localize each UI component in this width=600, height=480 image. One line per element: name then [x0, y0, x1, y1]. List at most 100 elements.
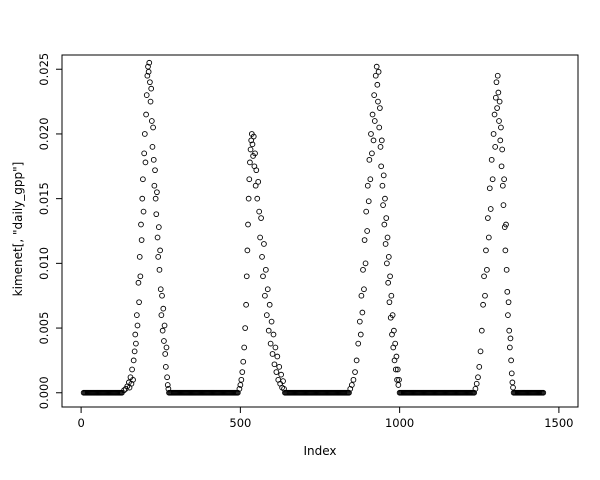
data-point [380, 202, 386, 208]
data-point [150, 156, 157, 163]
data-point [262, 292, 268, 299]
data-point [248, 137, 255, 144]
data-point [368, 131, 374, 137]
data-point [500, 202, 507, 208]
data-point [152, 167, 158, 174]
data-point [136, 254, 143, 260]
data-point [157, 286, 164, 293]
data-point [144, 72, 151, 79]
data-point [263, 312, 270, 318]
data-point [238, 376, 245, 383]
data-point [281, 386, 287, 392]
data-point [241, 344, 248, 351]
data-point [156, 266, 163, 273]
data-point [499, 182, 506, 189]
data-point [361, 237, 368, 243]
data-point [255, 178, 262, 185]
data-point [350, 376, 357, 383]
data-point [149, 144, 156, 150]
data-point [352, 369, 358, 375]
data-point [497, 137, 504, 144]
data-point [274, 353, 281, 360]
data-point [253, 167, 260, 174]
data-point [483, 247, 489, 254]
data-point [130, 376, 136, 383]
data-point [493, 79, 500, 86]
data-point [270, 331, 277, 338]
y-tick-label: 0.005 [37, 312, 51, 345]
data-point [152, 195, 159, 202]
data-point [154, 234, 161, 241]
data-point [506, 344, 513, 351]
data-point [148, 85, 155, 92]
data-point [138, 237, 145, 243]
data-point [494, 105, 500, 111]
data-point [132, 331, 139, 338]
data-point [346, 389, 352, 396]
data-point [162, 351, 169, 357]
data-point [273, 369, 280, 375]
data-point [386, 299, 393, 306]
data-point [157, 247, 163, 254]
data-point [362, 260, 369, 267]
y-tick-label: 0.010 [37, 247, 51, 280]
data-point [507, 335, 514, 342]
data-point [375, 98, 381, 105]
data-point [141, 150, 148, 157]
data-point [272, 344, 279, 351]
data-point [159, 327, 166, 334]
x-tick-label: 1500 [544, 416, 573, 430]
data-point [387, 273, 393, 280]
data-point [148, 118, 155, 124]
data-point [393, 353, 400, 360]
data-point [271, 361, 278, 368]
data-point [138, 221, 144, 228]
data-point [488, 156, 495, 163]
data-point [377, 144, 384, 150]
data-point [508, 370, 515, 377]
data-point [377, 105, 383, 111]
data-point [392, 340, 399, 347]
data-point [154, 189, 160, 196]
data-point [254, 195, 261, 202]
data-point [268, 318, 275, 325]
data-point [495, 89, 502, 96]
data-point [267, 340, 274, 347]
data-point [150, 124, 156, 131]
data-point [240, 358, 247, 365]
data-point [374, 81, 381, 88]
data-point [264, 286, 271, 293]
data-point [243, 273, 250, 280]
data-point [385, 254, 392, 260]
y-tick-label: 0.025 [37, 53, 51, 86]
data-point [485, 234, 492, 241]
data-point [136, 299, 142, 306]
data-point [384, 234, 391, 241]
data-point [364, 228, 370, 234]
data-point [259, 254, 265, 260]
data-point [492, 94, 499, 101]
data-point [261, 241, 267, 247]
data-point [364, 182, 371, 189]
data-point [371, 118, 378, 124]
data-point [360, 266, 366, 273]
data-point [133, 340, 139, 347]
x-tick-label: 0 [77, 416, 84, 430]
data-point [280, 378, 286, 384]
data-point [473, 380, 480, 387]
data-point [243, 301, 249, 308]
data-point [381, 221, 388, 228]
data-point [265, 327, 272, 334]
data-point [478, 327, 485, 334]
data-point [501, 176, 507, 183]
data-point [129, 366, 135, 373]
data-point [361, 286, 367, 293]
plot-box [61, 54, 579, 408]
data-point [143, 92, 150, 98]
data-point [257, 234, 263, 241]
data-point [245, 221, 251, 228]
data-point [375, 68, 382, 75]
data-point [159, 292, 165, 299]
data-point [164, 382, 171, 388]
